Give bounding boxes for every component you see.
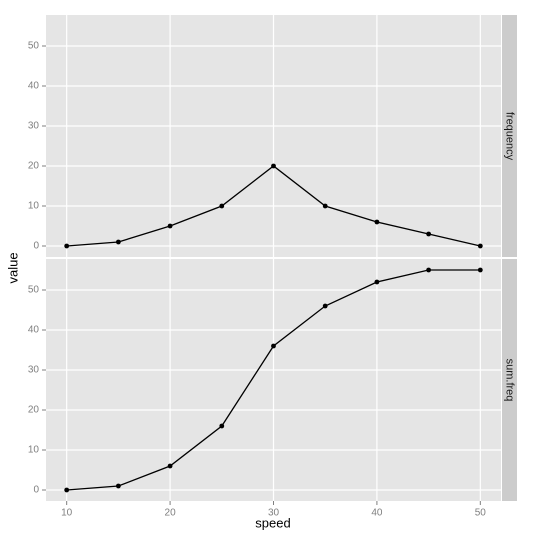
- strip-label: sum.freq: [504, 359, 516, 402]
- y-tick-label: 0: [33, 241, 39, 252]
- point: [426, 231, 432, 237]
- y-tick-label: 40: [28, 81, 40, 92]
- point: [374, 279, 380, 285]
- point: [426, 267, 432, 273]
- x-tick-label: 50: [475, 508, 487, 519]
- point: [167, 463, 173, 469]
- x-tick-label: 20: [165, 508, 177, 519]
- y-tick-label: 30: [28, 121, 40, 132]
- point: [167, 223, 173, 229]
- point: [64, 487, 70, 493]
- point: [271, 163, 276, 169]
- x-tick-label: 10: [61, 508, 73, 519]
- y-tick-label: 20: [28, 405, 40, 416]
- point: [64, 243, 70, 249]
- point: [115, 483, 121, 489]
- y-tick-label: 10: [28, 201, 40, 212]
- y-tick-label: 0: [33, 485, 39, 496]
- point: [115, 239, 121, 245]
- point: [322, 303, 328, 309]
- x-axis-title: speed: [255, 515, 290, 530]
- y-axis-title: value: [5, 252, 20, 283]
- y-tick-label: 50: [28, 41, 40, 52]
- y-tick-label: 50: [28, 285, 40, 296]
- point: [477, 243, 483, 249]
- y-tick-label: 10: [28, 445, 40, 456]
- x-tick-label: 40: [371, 508, 383, 519]
- point: [477, 267, 483, 273]
- y-tick-label: 40: [28, 325, 40, 336]
- strip-background: [502, 259, 517, 501]
- strip-background: [502, 15, 517, 257]
- point: [374, 219, 380, 225]
- point: [322, 203, 328, 209]
- strip-label: frequency: [504, 112, 516, 161]
- point: [219, 203, 225, 209]
- y-tick-label: 30: [28, 365, 40, 376]
- point: [219, 423, 225, 429]
- point: [271, 343, 276, 349]
- y-tick-label: 20: [28, 161, 40, 172]
- x-tick-label: 30: [268, 508, 280, 519]
